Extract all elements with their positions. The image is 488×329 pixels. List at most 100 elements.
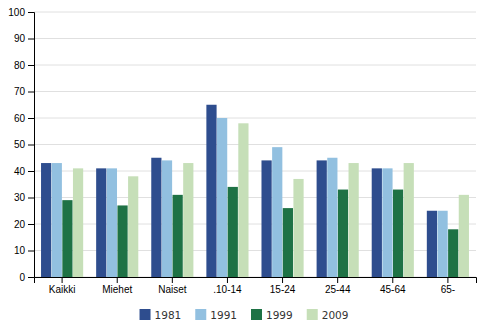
y-tick-label: 20 <box>14 219 26 230</box>
bar <box>183 163 193 277</box>
y-tick-label: 40 <box>14 166 26 177</box>
bar <box>293 179 303 277</box>
x-tick: 15-24 <box>270 277 296 295</box>
grid-line <box>34 91 476 92</box>
chart: 0102030405060708090100KaikkiMiehetNaiset… <box>0 0 488 329</box>
x-tick-mark <box>172 277 173 283</box>
y-tick: 10 <box>14 245 34 256</box>
bar-series <box>62 187 458 277</box>
x-tick: Kaikki <box>49 277 76 295</box>
x-tick: 25-44 <box>325 277 351 295</box>
bar <box>228 187 238 277</box>
legend-item: 2009 <box>307 309 349 321</box>
y-tick-mark <box>28 251 34 252</box>
y-tick: 50 <box>14 139 34 150</box>
bar <box>107 168 117 277</box>
x-tick-label: 65- <box>441 284 455 295</box>
y-tick-mark <box>28 65 34 66</box>
bar <box>437 211 447 277</box>
bar <box>261 160 271 277</box>
legend: 1981 1991 1999 2009 <box>140 309 349 321</box>
y-tick: 60 <box>14 113 34 124</box>
legend-item: 1999 <box>251 309 293 321</box>
bar <box>283 208 293 277</box>
axis-domain <box>35 278 477 284</box>
y-tick: 20 <box>14 219 34 230</box>
y-tick-mark <box>28 118 34 119</box>
legend-label: 1991 <box>210 309 237 321</box>
y-tick: 80 <box>14 60 34 71</box>
x-tick-mark <box>447 277 448 283</box>
y-tick-label: 90 <box>14 33 26 44</box>
y-tick-label: 70 <box>14 86 26 97</box>
y-tick-mark <box>28 277 34 278</box>
bar <box>41 163 51 277</box>
legend-label: 1981 <box>155 309 182 321</box>
y-tick-mark <box>28 224 34 225</box>
bars <box>41 105 469 277</box>
x-tick-mark <box>227 277 228 283</box>
bar <box>73 168 83 277</box>
bar <box>382 168 392 277</box>
bar-series <box>73 123 469 277</box>
x-tick: 65- <box>441 277 455 295</box>
grid-line <box>34 118 476 119</box>
bar <box>217 118 227 277</box>
x-tick-label: 25-44 <box>325 284 351 295</box>
legend-label: 2009 <box>322 309 349 321</box>
grid-line <box>34 144 476 145</box>
y-tick-mark <box>28 198 34 199</box>
grid-line <box>34 38 476 39</box>
x-tick-label: Kaikki <box>49 284 76 295</box>
bar <box>117 205 127 277</box>
x-tick-mark <box>282 277 283 283</box>
y-tick: 70 <box>14 86 34 97</box>
bar <box>427 211 437 277</box>
x-tick-mark <box>337 277 338 283</box>
bar <box>238 123 248 277</box>
bar <box>206 105 216 277</box>
legend-swatch <box>195 309 206 320</box>
bar <box>404 163 414 277</box>
bar <box>272 147 282 277</box>
bar <box>459 195 469 277</box>
bar <box>151 158 161 277</box>
x-tick: .10-14 <box>213 277 242 295</box>
x-tick-label: Naiset <box>158 284 187 295</box>
y-tick-mark <box>28 145 34 146</box>
legend-item: 1991 <box>195 309 237 321</box>
y-tick-mark <box>28 171 34 172</box>
grid-line <box>34 12 476 13</box>
y-tick-label: 80 <box>14 60 26 71</box>
x-tick-mark <box>62 277 63 283</box>
y-tick: 90 <box>14 33 34 44</box>
bar <box>372 168 382 277</box>
grid-line <box>34 65 476 66</box>
legend-swatch <box>140 309 151 320</box>
x-tick-mark <box>117 277 118 283</box>
y-tick-mark <box>28 39 34 40</box>
x-tick: Naiset <box>158 277 187 295</box>
y-tick-mark <box>28 12 34 13</box>
legend-swatch <box>307 309 318 320</box>
bar <box>62 200 72 277</box>
bar <box>448 229 458 277</box>
axis-domain <box>28 13 35 278</box>
bar <box>162 160 172 277</box>
y-axis: 0102030405060708090100 <box>8 7 34 283</box>
x-tick-mark <box>392 277 393 283</box>
bar <box>96 168 106 277</box>
bar <box>52 163 62 277</box>
bar-series <box>41 105 437 277</box>
x-tick-label: .10-14 <box>213 284 242 295</box>
bar <box>173 195 183 277</box>
x-tick: Miehet <box>102 277 132 295</box>
x-tick-label: Miehet <box>102 284 132 295</box>
x-axis: Kaikki Miehet Naiset .10-14 15-24 25-44 45-64 6… <box>35 277 477 295</box>
y-tick-label: 10 <box>14 245 26 256</box>
legend-label: 1999 <box>266 309 293 321</box>
bar <box>393 190 403 277</box>
x-tick-label: 45-64 <box>380 284 406 295</box>
y-tick-label: 60 <box>14 113 26 124</box>
y-tick-mark <box>28 92 34 93</box>
